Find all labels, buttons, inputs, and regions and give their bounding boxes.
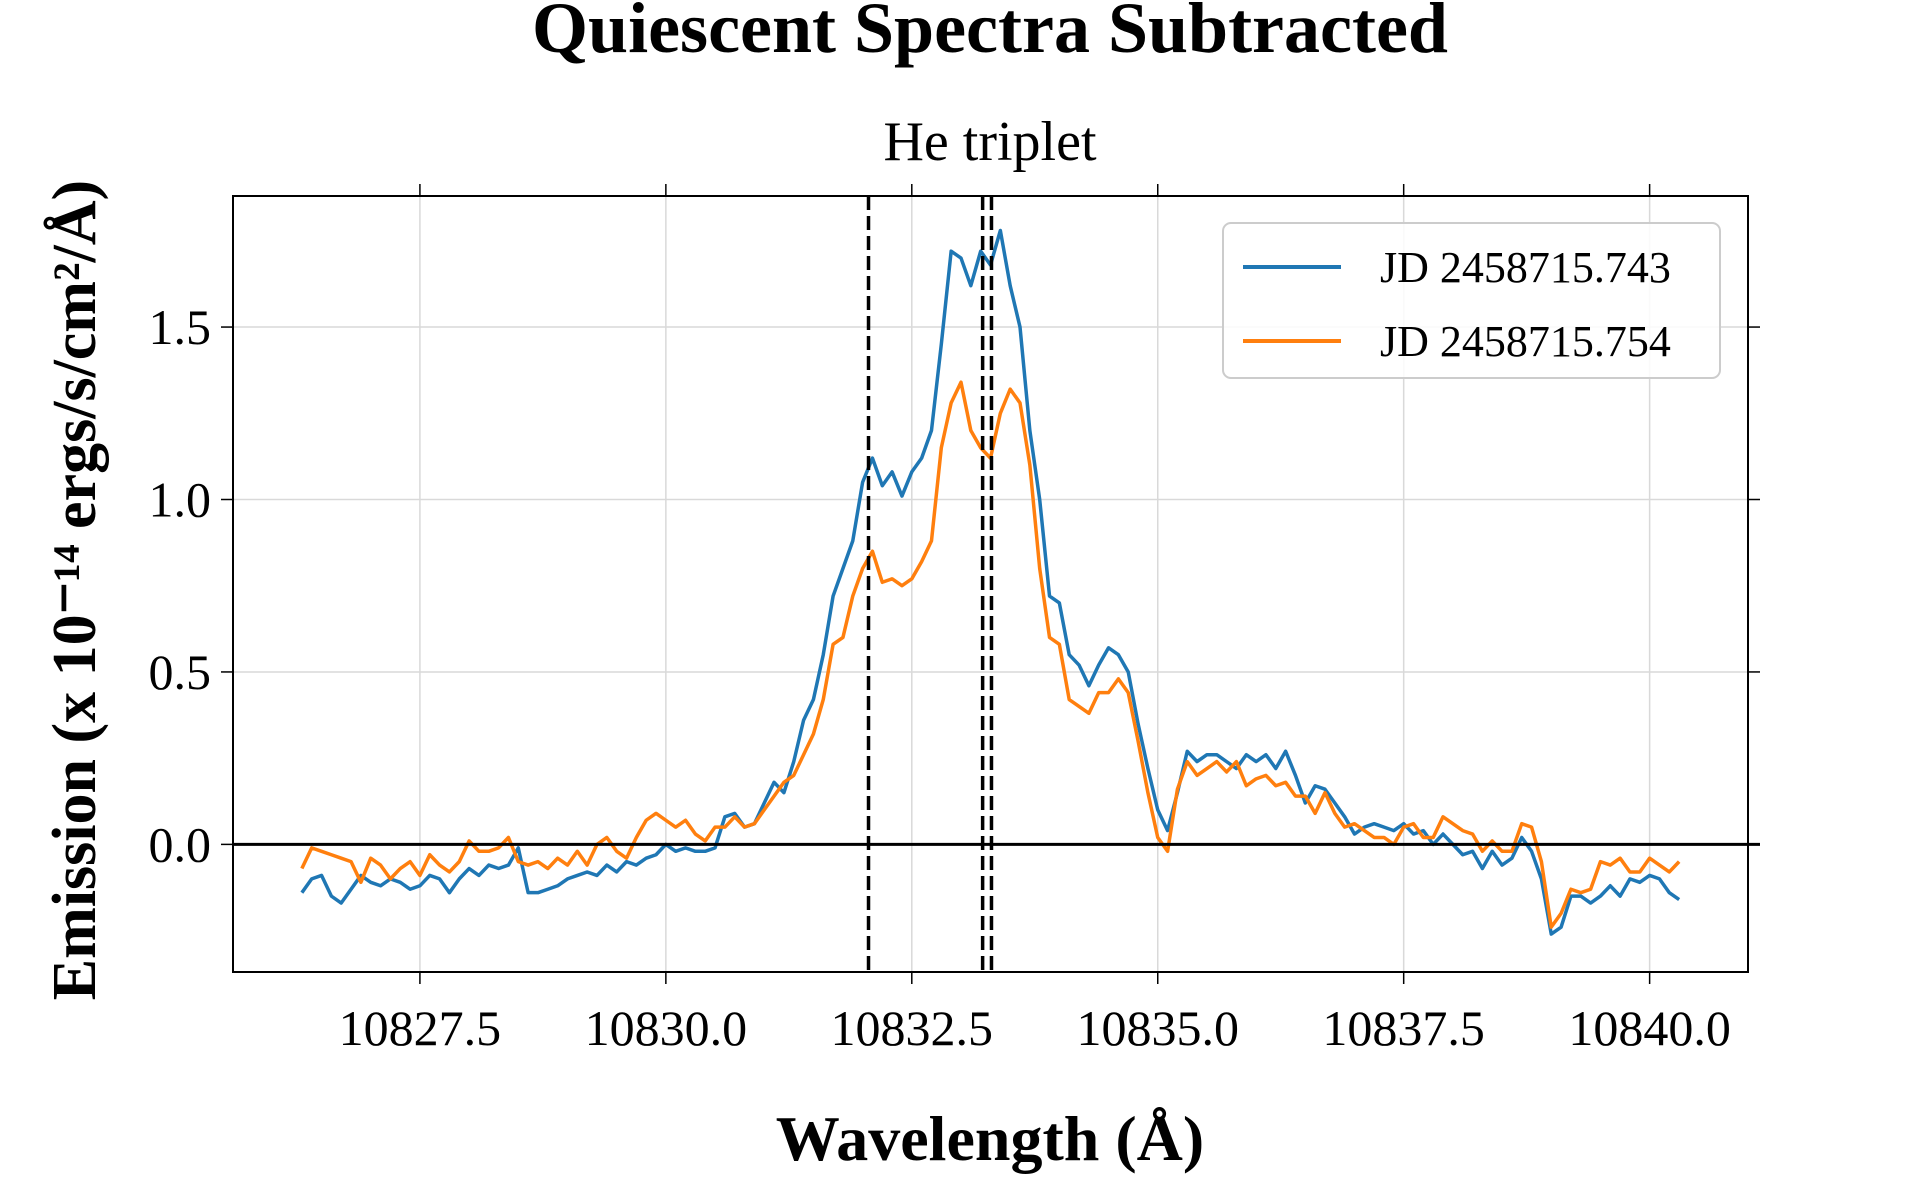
x-tick-label: 10840.0 (1568, 1000, 1731, 1056)
legend-label: JD 2458715.754 (1380, 317, 1671, 366)
y-tick-label: 1.5 (149, 299, 212, 355)
y-axis-label: Emission (x 10⁻¹⁴ ergs/s/cm²/Å) (41, 180, 109, 1000)
y-tick-label: 0.0 (149, 816, 212, 872)
x-axis-label: Wavelength (Å) (776, 1103, 1204, 1174)
y-tick-label: 0.5 (149, 644, 212, 700)
chart-title: Quiescent Spectra Subtracted (532, 0, 1448, 68)
x-tick-label: 10830.0 (585, 1000, 748, 1056)
legend-box (1222, 222, 1721, 379)
x-tick-label: 10827.5 (339, 1000, 502, 1056)
x-tick-label: 10835.0 (1076, 1000, 1239, 1056)
x-tick-label: 10832.5 (831, 1000, 994, 1056)
y-tick-label: 1.0 (149, 472, 212, 528)
plot-frame (232, 195, 1749, 973)
x-tick-label: 10837.5 (1322, 1000, 1485, 1056)
top-axis-label: He triplet (883, 111, 1096, 173)
legend-label: JD 2458715.743 (1380, 243, 1671, 292)
